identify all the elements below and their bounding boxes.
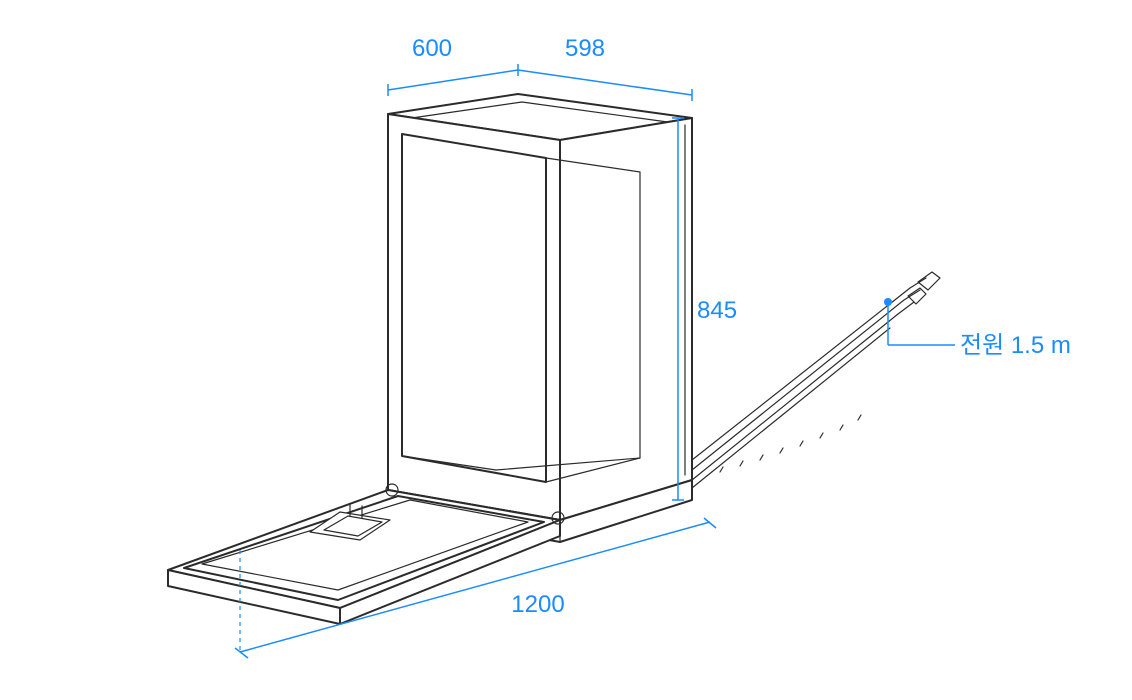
dim-height-label: 845: [697, 297, 737, 324]
dim-width-label: 598: [565, 35, 605, 62]
dimension-diagram: 600 598 845 1200 전원 1.5 m: [0, 0, 1132, 700]
dim-total-depth-label: 1200: [511, 591, 564, 618]
dim-depth-label: 600: [412, 35, 452, 62]
appliance-outline: [168, 94, 940, 624]
dim-power-cord-label: 전원 1.5 m: [960, 332, 1071, 359]
